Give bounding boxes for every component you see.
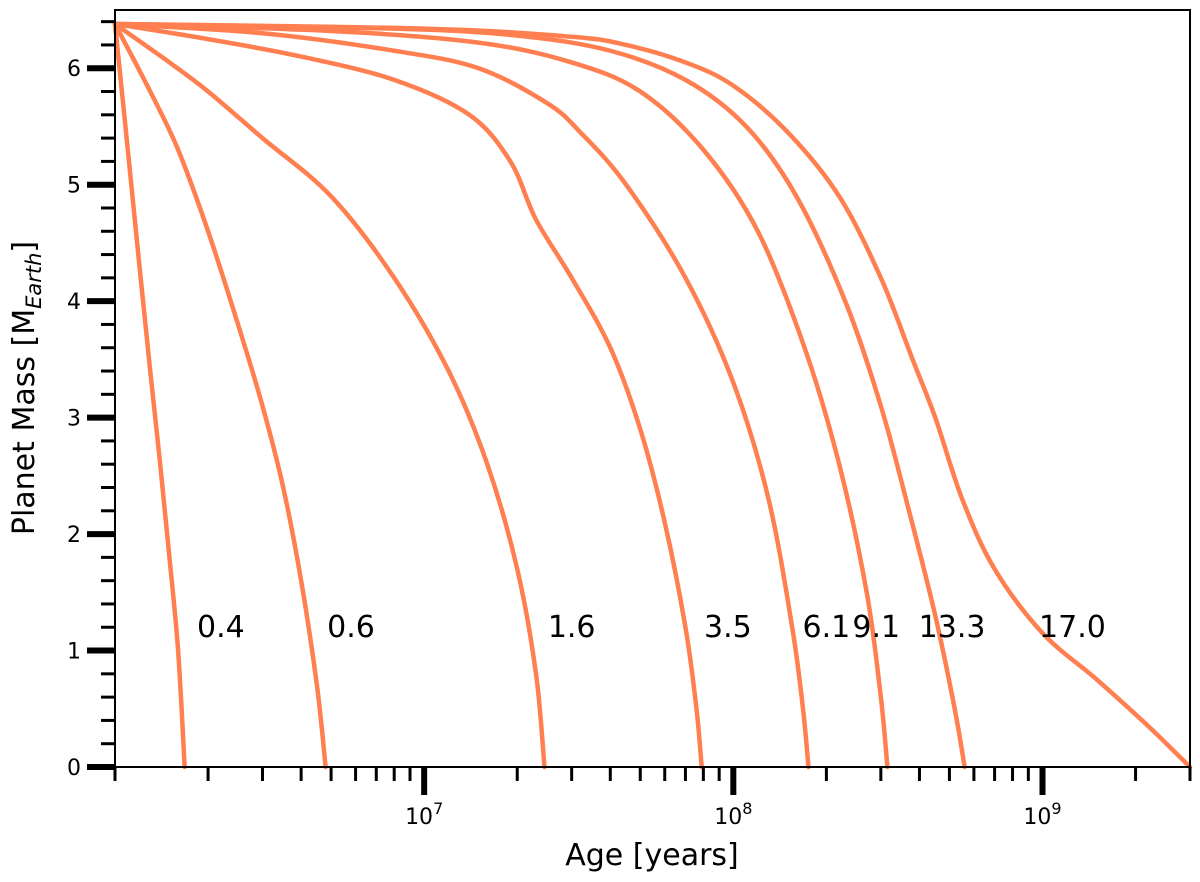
series-label-3: 3.5 [704,610,752,645]
y-axis-label-sub: Earth [22,253,46,309]
series-label-0: 0.4 [197,610,245,645]
y-tick-label-6: 6 [67,57,81,82]
series-label-4: 6.1 [803,610,851,645]
y-tick-label-0: 0 [67,756,81,781]
series-lines [112,21,1193,770]
series-label-1: 0.6 [327,610,375,645]
series-label-5: 9.1 [852,610,900,645]
x-tick-label-1: 108 [714,799,752,830]
series-line-2 [112,21,547,770]
y-tick-label-3: 3 [67,407,81,432]
plot-frame [114,9,1191,768]
series-label-2: 1.6 [548,610,596,645]
y-tick-label-2: 2 [67,523,81,548]
series-label-6: 13.3 [919,610,986,645]
y-tick-label-1: 1 [67,640,81,665]
x-axis-label: Age [years] [565,838,739,873]
x-axis-ticks: 107 108 109 [113,767,1192,830]
series-label-7: 17.0 [1039,610,1106,645]
series-line-1 [112,21,328,770]
y-axis-label-main: Planet Mass [M [7,309,42,535]
series-line-5 [112,21,890,770]
y-axis-ticks: 0 1 2 3 4 5 6 [67,20,115,781]
series-labels: 0.4 0.6 1.6 3.5 6.1 9.1 13.3 17.0 [197,610,1106,645]
y-tick-label-4: 4 [67,290,81,315]
plot-background [115,10,1190,767]
series-line-3 [112,21,704,770]
y-tick-label-5: 5 [67,174,81,199]
y-axis-label: Planet Mass [MEarth] [7,241,46,535]
y-axis-label-close: ] [7,241,42,253]
series-line-7 [112,21,1193,770]
x-tick-label-2: 109 [1023,799,1061,830]
series-line-0 [112,21,187,770]
series-line-4 [112,21,811,770]
x-tick-label-0: 107 [405,799,443,830]
